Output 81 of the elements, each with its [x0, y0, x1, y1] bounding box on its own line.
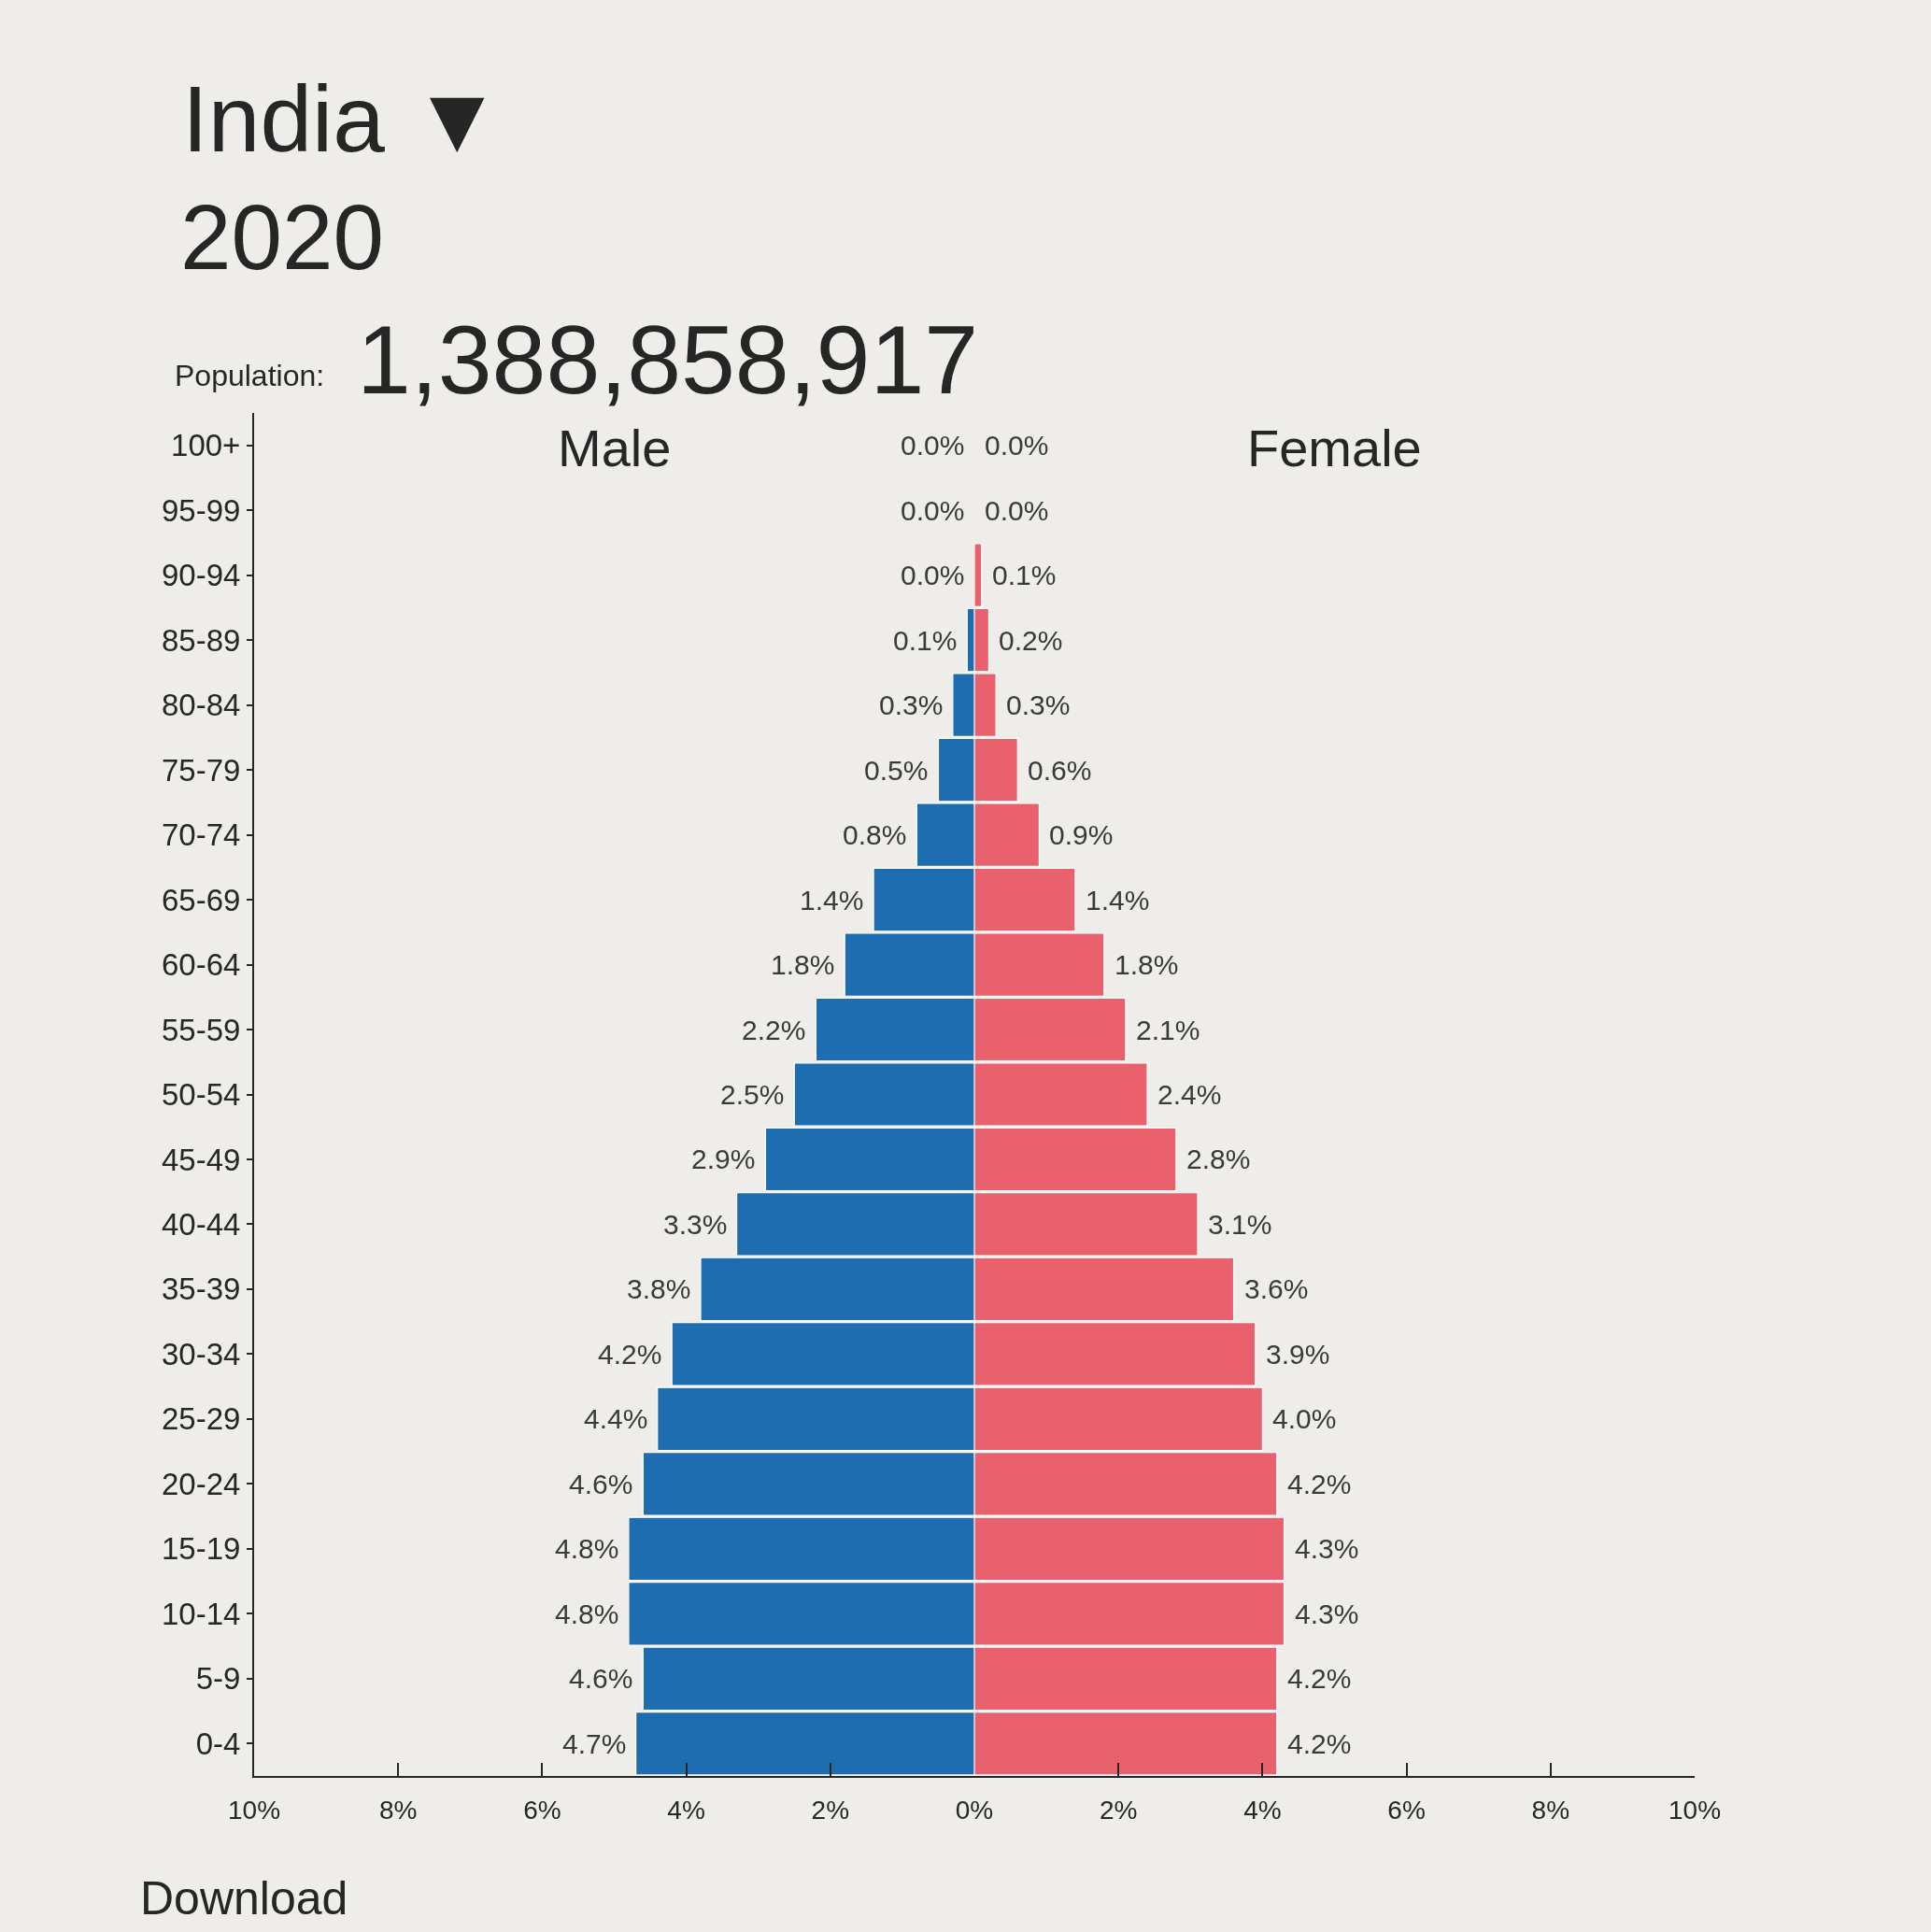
data-label: 4.6% [569, 1469, 633, 1499]
data-label: 0.3% [879, 689, 944, 720]
y-tick-label: 20-24 [161, 1466, 241, 1501]
data-label: 0.2% [999, 625, 1063, 656]
data-label: 1.4% [1086, 885, 1150, 916]
data-label: 4.7% [562, 1728, 627, 1759]
y-tick-label: 45-49 [161, 1142, 241, 1177]
data-label: 1.4% [800, 885, 864, 916]
x-tick-label: 0% [955, 1795, 994, 1825]
x-tick-label: 6% [1387, 1795, 1426, 1825]
data-label: 4.4% [584, 1403, 648, 1434]
y-tick-label: 75-79 [161, 752, 241, 788]
data-label: 1.8% [1115, 949, 1179, 980]
y-tick-label: 0-4 [195, 1726, 241, 1761]
y-tick-label: 85-89 [161, 622, 241, 658]
data-label: 3.8% [627, 1273, 691, 1304]
data-label: 0.3% [1006, 689, 1071, 720]
y-tick-label: 90-94 [161, 558, 241, 593]
data-label: 4.6% [569, 1663, 633, 1694]
y-tick-label: 95-99 [161, 492, 241, 528]
y-tick-label: 5-9 [195, 1661, 241, 1697]
x-tick-label: 2% [811, 1795, 850, 1825]
x-tick-label: 4% [667, 1795, 705, 1825]
x-tick-label: 8% [1531, 1795, 1570, 1825]
y-tick-label: 50-54 [161, 1077, 241, 1113]
y-tick-label: 10-14 [161, 1596, 241, 1631]
text: Population: [175, 359, 325, 392]
data-label: 0.8% [843, 819, 907, 850]
y-tick-label: 25-29 [161, 1401, 241, 1437]
data-label: 0.0% [985, 430, 1049, 461]
data-label: 3.3% [663, 1209, 728, 1240]
annotation: 1,388,858,917 [357, 305, 979, 414]
data-label: 0.9% [1049, 819, 1114, 850]
data-label: 2.1% [1136, 1015, 1200, 1045]
data-label: 4.8% [555, 1598, 619, 1629]
data-label: 4.2% [1287, 1663, 1352, 1694]
data-label: 0.1% [893, 625, 958, 656]
data-label: 0.5% [864, 755, 929, 786]
x-tick-label: 2% [1099, 1795, 1138, 1825]
data-label: 0.0% [901, 495, 965, 526]
data-label: 2.5% [720, 1079, 785, 1110]
y-tick-label: 65-69 [161, 882, 241, 917]
y-tick-label: 70-74 [161, 817, 241, 853]
data-label: 0.0% [901, 560, 965, 590]
data-label: 3.1% [1208, 1209, 1272, 1240]
chart-title: Male [558, 419, 672, 477]
data-label: 4.2% [598, 1339, 662, 1370]
data-label: 0.0% [901, 430, 965, 461]
data-label: 1.8% [771, 949, 835, 980]
y-tick-label: 40-44 [161, 1207, 241, 1242]
chart-title: Female [1247, 419, 1422, 477]
y-tick-label: 80-84 [161, 688, 241, 723]
y-tick-label: 55-59 [161, 1012, 241, 1047]
data-label: 2.9% [691, 1144, 756, 1174]
x-tick-label: 10% [1668, 1795, 1722, 1825]
data-label: 4.3% [1295, 1533, 1359, 1564]
y-tick-label: 15-19 [161, 1531, 241, 1567]
data-label: 0.0% [985, 495, 1049, 526]
y-tick-label: 60-64 [161, 947, 241, 983]
x-tick-label: 10% [227, 1795, 281, 1825]
data-label: 2.4% [1157, 1079, 1222, 1110]
data-label: 4.0% [1272, 1403, 1337, 1434]
data-label: 4.3% [1295, 1598, 1359, 1629]
x-tick-label: 6% [523, 1795, 561, 1825]
y-tick-label: 30-34 [161, 1336, 241, 1371]
data-label: 3.6% [1244, 1273, 1309, 1304]
text: 2020 [180, 186, 385, 289]
data-label: 3.9% [1266, 1339, 1330, 1370]
data-label: 0.1% [992, 560, 1057, 590]
data-label: 0.6% [1028, 755, 1092, 786]
text: Download [140, 1872, 348, 1925]
data-label: 4.2% [1287, 1469, 1352, 1499]
data-label: 4.8% [555, 1533, 619, 1564]
text: India ▼ [182, 66, 504, 171]
data-label: 2.2% [742, 1015, 806, 1045]
y-tick-label: 35-39 [161, 1271, 241, 1307]
data-label: 2.8% [1186, 1144, 1251, 1174]
data-label: 4.2% [1287, 1728, 1352, 1759]
x-tick-label: 4% [1243, 1795, 1282, 1825]
x-tick-label: 8% [378, 1795, 418, 1825]
y-tick-label: 100+ [171, 428, 241, 463]
